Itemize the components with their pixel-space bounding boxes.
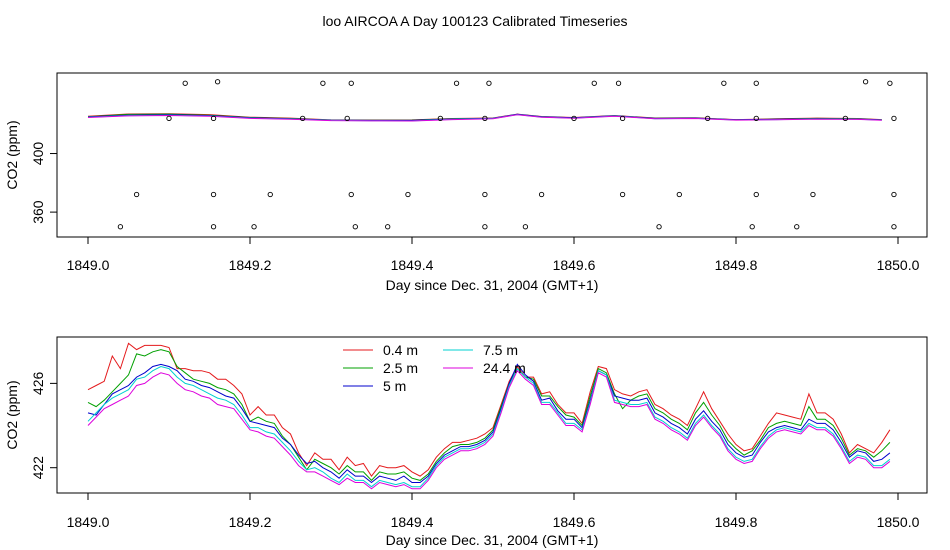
data-point	[251, 224, 257, 230]
legend-label: 7.5 m	[483, 342, 518, 358]
data-point	[166, 115, 172, 122]
data-point	[344, 115, 350, 122]
data-point	[656, 224, 662, 230]
x-tick-label: 1849.4	[391, 257, 434, 273]
y-axis-title: CO2 (ppm)	[4, 120, 20, 189]
chart-title: loo AIRCOA A Day 100123 Calibrated Times…	[322, 13, 627, 29]
data-point	[705, 115, 711, 122]
x-tick-label: 1849.2	[229, 514, 272, 530]
x-axis-title: Day since Dec. 31, 2004 (GMT+1)	[386, 277, 599, 293]
series-line-7-5-m	[87, 365, 891, 488]
data-point	[891, 191, 897, 198]
data-point	[214, 79, 221, 85]
data-point	[887, 80, 893, 86]
data-point	[437, 115, 443, 122]
x-tick-label: 1849.0	[67, 514, 110, 530]
data-point	[615, 80, 622, 86]
data-point	[482, 191, 488, 198]
data-point	[348, 80, 354, 86]
data-point	[486, 80, 492, 86]
x-tick-label: 1849.2	[229, 257, 272, 273]
x-tick-label: 1850.0	[877, 257, 920, 273]
data-point	[749, 224, 755, 230]
data-point	[482, 224, 488, 230]
top-panel: 1849.0 1849.2 1849.4 1849.6 1849.8 1850.0 360 4…	[4, 72, 928, 293]
data-point	[753, 191, 759, 198]
data-point	[721, 80, 727, 86]
legend-label: 5 m	[383, 378, 406, 394]
data-point	[210, 224, 217, 230]
data-point	[538, 191, 545, 198]
data-point	[453, 80, 460, 86]
data-point	[210, 115, 217, 122]
data-point	[619, 115, 626, 122]
data-point	[482, 115, 488, 122]
data-point	[862, 79, 869, 85]
x-tick-label: 1849.8	[715, 514, 758, 530]
legend-label: 0.4 m	[383, 342, 418, 358]
plot-frame	[56, 72, 928, 238]
data-point	[810, 191, 816, 198]
data-point	[522, 224, 529, 230]
y-tick-label: 422	[30, 456, 46, 480]
data-point	[571, 115, 577, 122]
data-point	[117, 224, 124, 230]
x-tick-label: 1849.8	[715, 257, 758, 273]
series-line-24-4-m	[87, 114, 882, 122]
data-point	[348, 191, 354, 198]
data-point	[320, 80, 326, 86]
series-line-24-4-m	[87, 369, 891, 490]
data-point	[676, 191, 682, 198]
data-point	[753, 115, 759, 122]
data-point	[405, 191, 411, 198]
series-line-0-4-m	[87, 342, 891, 477]
data-point	[182, 80, 188, 86]
x-tick-label: 1849.6	[553, 257, 596, 273]
data-point	[619, 191, 626, 198]
series-line-2-5-m	[87, 349, 891, 482]
data-point	[891, 224, 897, 230]
data-point	[753, 80, 759, 86]
legend-label: 24.4 m	[483, 360, 526, 376]
x-axis-title: Day since Dec. 31, 2004 (GMT+1)	[386, 532, 599, 548]
data-point	[267, 191, 273, 198]
x-tick-label: 1849.4	[391, 514, 434, 530]
y-tick-label: 426	[30, 371, 46, 395]
x-tick-label: 1850.0	[877, 514, 920, 530]
legend-label: 2.5 m	[383, 360, 418, 376]
data-point	[794, 224, 800, 230]
x-tick-label: 1849.6	[553, 514, 596, 530]
data-point	[210, 191, 217, 198]
data-point	[591, 80, 597, 86]
data-point	[299, 115, 306, 122]
y-tick-label: 400	[30, 142, 46, 166]
data-point	[385, 224, 391, 230]
data-point	[842, 115, 848, 122]
data-point	[891, 115, 897, 122]
data-point	[133, 191, 140, 198]
y-axis-title: CO2 (ppm)	[4, 380, 20, 449]
y-tick-label: 360	[30, 200, 46, 224]
series-line-5-m	[87, 363, 891, 484]
data-point	[352, 224, 358, 230]
x-tick-label: 1849.0	[67, 257, 110, 273]
plot-frame	[56, 336, 928, 494]
bottom-panel: 1849.0 1849.2 1849.4 1849.6 1849.8 1850.0 422 4…	[4, 336, 928, 548]
